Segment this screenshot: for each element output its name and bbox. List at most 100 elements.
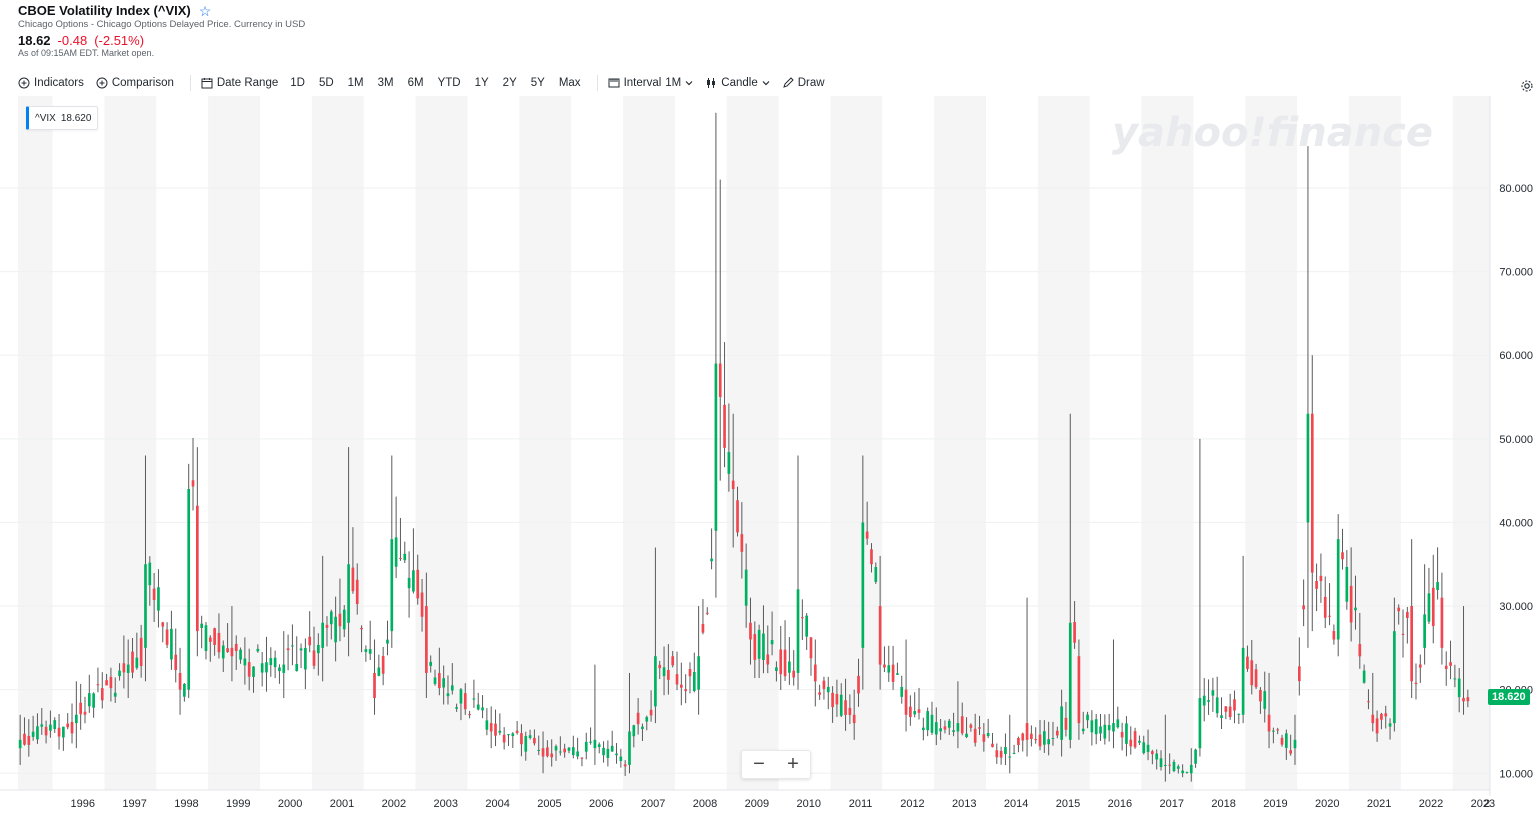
candle-body [1112, 723, 1115, 732]
range-2y[interactable]: 2Y [502, 77, 517, 89]
zoom-out-button[interactable]: − [753, 753, 765, 775]
range-3m[interactable]: 3M [377, 77, 394, 89]
candle-body [1237, 713, 1241, 715]
candle-body [1012, 752, 1016, 754]
candle-body [1267, 714, 1271, 732]
vix-candlestick-chart[interactable]: yahoo!finance 10.00020.00030.00040.00050… [0, 96, 1536, 830]
candle-body [1081, 728, 1085, 732]
indicators-button[interactable]: Indicators [18, 77, 84, 89]
candle-body [636, 712, 640, 725]
candle-body [921, 727, 925, 731]
x-tick-label: 2022 [1419, 798, 1443, 810]
range-1d[interactable]: 1D [290, 77, 305, 89]
candle-body [1220, 715, 1223, 719]
candle-body [74, 714, 78, 724]
candle-body [710, 558, 713, 562]
candle-body [554, 746, 558, 751]
year-band [18, 96, 53, 790]
date-range-button[interactable]: Date Range [201, 77, 278, 89]
candle-body [152, 588, 156, 601]
candle-body [852, 714, 856, 724]
candle-body [947, 720, 951, 728]
range-1y[interactable]: 1Y [474, 77, 489, 89]
candle-body [956, 723, 960, 732]
candle-body [200, 623, 204, 628]
candle-body [662, 667, 666, 677]
candle-body [109, 676, 113, 689]
year-band [1141, 96, 1194, 790]
candle-body [144, 564, 147, 648]
candle-body [463, 693, 467, 710]
candle-body [286, 648, 290, 651]
year-band [208, 96, 260, 790]
candle-body [57, 727, 61, 737]
candle-body [1263, 691, 1267, 709]
candle-body [174, 654, 178, 671]
draw-button[interactable]: Draw [782, 77, 825, 89]
candle-body [528, 735, 532, 738]
candle-body [217, 632, 221, 653]
candle-body [329, 611, 333, 625]
candle-body [1397, 607, 1401, 612]
candle-body [1172, 761, 1176, 772]
candle-body [420, 592, 424, 617]
range-5y[interactable]: 5Y [530, 77, 545, 89]
candle-body [1302, 605, 1305, 610]
range-max[interactable]: Max [558, 77, 581, 89]
range-1m[interactable]: 1M [347, 77, 364, 89]
candle-body [1090, 720, 1094, 733]
candle-body [1129, 739, 1133, 747]
x-axis-labels: 1996 1997 1998 1999 2000 2001 2002 2003 2004 2005… [70, 798, 1495, 810]
interval-dropdown[interactable]: Interval 1M [608, 77, 694, 89]
year-band [726, 96, 779, 790]
range-ytd[interactable]: YTD [437, 77, 461, 89]
candle-body [100, 688, 104, 701]
interval-value: 1M [665, 77, 682, 89]
candle-body [126, 664, 130, 673]
candle-body [727, 452, 731, 474]
candle-body [291, 645, 294, 647]
candle-body [606, 748, 610, 758]
candle-body [610, 745, 614, 752]
candle-body [645, 717, 649, 722]
candle-body [1466, 697, 1470, 702]
candle-body [234, 643, 238, 652]
candle-body [1086, 714, 1089, 721]
candle-body [701, 623, 705, 633]
chevron-down-icon [762, 81, 770, 86]
year-bands [18, 96, 1490, 790]
candle-body [1004, 747, 1007, 755]
candle-body [373, 672, 376, 699]
gear-icon[interactable] [1520, 79, 1534, 93]
candle-body [533, 737, 536, 744]
comparison-button[interactable]: Comparison [96, 77, 174, 89]
candle-body [351, 567, 355, 592]
candle-body [278, 667, 281, 672]
candle-body [783, 649, 787, 677]
candle-body [299, 648, 303, 651]
zoom-in-button[interactable]: + [787, 753, 799, 775]
x-tick-label: 2017 [1159, 798, 1183, 810]
chart-type-dropdown[interactable]: Candle [705, 77, 770, 89]
candle-body [412, 570, 415, 592]
candle-body [589, 741, 592, 743]
interval-label: Interval [623, 77, 662, 89]
range-6m[interactable]: 6M [407, 77, 424, 89]
candle-body [1375, 718, 1379, 734]
star-icon[interactable]: ☆ [198, 2, 212, 19]
candle-body [511, 733, 515, 737]
candle-body [27, 735, 31, 745]
draw-label: Draw [797, 77, 825, 89]
range-5d[interactable]: 5D [318, 77, 334, 89]
market-status: As of 09:15AM EDT. Market open. [18, 48, 155, 58]
candle-body [321, 622, 325, 648]
candle-body [364, 649, 368, 652]
candle-body [1336, 539, 1340, 640]
candle-body [541, 748, 545, 757]
candle-body [1064, 717, 1068, 730]
candle-body [1125, 723, 1128, 744]
candle-body [507, 734, 510, 736]
y-tick-label: 40.000 [1499, 517, 1533, 529]
candle-body [386, 639, 389, 644]
toolbar-divider [189, 75, 191, 91]
